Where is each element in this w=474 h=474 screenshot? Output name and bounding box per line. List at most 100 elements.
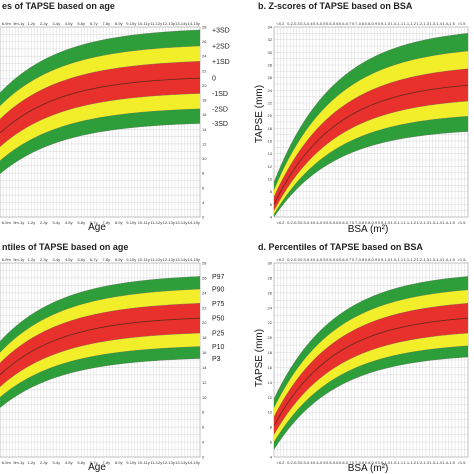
x-tick-label-top: 7-8y — [102, 21, 110, 26]
y-tick-label: 26 — [202, 39, 207, 44]
y-tick-label: 2 — [202, 455, 205, 460]
x-tick-label-bottom: 9-10y — [126, 220, 136, 225]
series-line-2 — [273, 50, 469, 190]
x-tick-label-top: 0.6-0.7 — [339, 257, 352, 262]
curve-label: -3SD — [212, 121, 228, 128]
x-tick-label-top: <0.2 — [277, 257, 286, 262]
band-outer-lower — [274, 116, 468, 217]
series-line-3 — [0, 61, 201, 120]
x-tick-label-top: 0.4-0.5 — [313, 21, 326, 26]
x-tick-label-bottom: <0.2 — [277, 220, 286, 225]
x-tick-label-top: 1.4-1.5 — [442, 257, 455, 262]
x-tick-label-top: 1.3-1.4 — [429, 21, 442, 26]
series-line-7 — [273, 131, 469, 218]
x-tick-label-bottom: 3-4y — [52, 220, 60, 225]
x-tick-label-bottom: 14-15y — [188, 220, 200, 225]
x-tick-label-top: 6-9m — [2, 21, 12, 26]
x-tick-label-bottom: 0.9-1.0 — [378, 460, 391, 465]
y-tick-label: 28 — [268, 63, 273, 68]
y-tick-label: 20 — [268, 335, 273, 340]
x-tick-label-top: 9-10y — [126, 257, 136, 262]
series-line-1 — [273, 33, 469, 183]
y-tick-label: 6 — [202, 185, 205, 190]
x-tick-label-top: 1.0-1.1 — [391, 257, 404, 262]
x-tick-label-bottom: 9-10y — [126, 460, 136, 465]
x-tick-label-bottom: 0.5-0.6 — [326, 460, 339, 465]
x-tick-label-top: 0.4-0.5 — [313, 257, 326, 262]
x-tick-label-top: 0.2-0.3 — [287, 21, 300, 26]
y-tick-label: 8 — [202, 171, 205, 176]
x-tick-label-bottom: >1.5 — [458, 220, 467, 225]
panel-c-plot: 6-9m6-9m9m-1y9m-1y1-2y1-2y2-3y2-3y3-4y3-… — [0, 257, 225, 465]
y-tick-label: 12 — [202, 141, 207, 146]
panel-d-ylabel: TAPSE (mm) — [254, 329, 265, 387]
series-line-6 — [273, 345, 469, 443]
panel-b-plot: <0.2<0.20.2-0.30.2-0.30.3-0.40.3-0.40.4-… — [268, 21, 469, 225]
x-tick-label-top: 0.8-0.9 — [365, 21, 378, 26]
series-line-7 — [0, 123, 201, 175]
x-tick-label-bottom: 0.7-0.8 — [352, 220, 365, 225]
x-tick-label-top: 2-3y — [40, 21, 48, 26]
series-line-4 — [273, 317, 469, 426]
x-tick-label-top: <0.2 — [277, 21, 286, 26]
panel-c-xlabel: Age — [88, 462, 106, 473]
x-tick-label-bottom: 1.3-1.4 — [429, 460, 442, 465]
x-tick-label-top: 11-12y — [150, 257, 162, 262]
x-tick-label-bottom: 6-7y — [90, 460, 98, 465]
band-middle-lower — [274, 333, 468, 443]
y-tick-label: 30 — [268, 261, 273, 266]
curve-label: +3SD — [212, 27, 230, 34]
x-tick-label-top: 1.4-1.5 — [442, 21, 455, 26]
x-tick-label-top: 1-2y — [27, 21, 35, 26]
x-tick-label-bottom: 0.6-0.7 — [339, 460, 352, 465]
x-tick-label-top: >1.5 — [458, 257, 467, 262]
y-tick-label: 28 — [202, 261, 207, 266]
series-line-3 — [0, 303, 201, 364]
panel-a-xlabel: Age — [88, 222, 106, 233]
x-tick-label-bottom: 12-13y — [163, 460, 175, 465]
y-tick-label: 2 — [202, 215, 205, 220]
x-tick-label-bottom: 11-12y — [150, 460, 162, 465]
x-tick-label-bottom: 10-11y — [138, 220, 150, 225]
y-tick-label: 16 — [202, 350, 207, 355]
x-tick-label-bottom: 1.3-1.4 — [429, 220, 442, 225]
x-tick-label-top: 0.3-0.4 — [300, 21, 313, 26]
series-line-3 — [273, 303, 469, 417]
x-tick-label-bottom: 1.1-1.2 — [404, 460, 417, 465]
x-tick-label-top: 12-13y — [163, 21, 175, 26]
x-tick-label-top: 13-14y — [175, 257, 187, 262]
curve-label: P10 — [212, 344, 225, 351]
x-tick-label-top: 6-7y — [90, 21, 98, 26]
x-tick-label-bottom: 0.3-0.4 — [300, 460, 313, 465]
y-tick-label: 28 — [202, 25, 207, 30]
series-line-7 — [0, 358, 201, 408]
x-tick-label-top: 0.8-0.9 — [365, 257, 378, 262]
x-tick-label-bottom: 6-9m — [2, 220, 12, 225]
x-tick-label-bottom: 9m-1y — [13, 220, 24, 225]
y-tick-label: 6 — [202, 425, 205, 430]
y-tick-label: 22 — [268, 101, 273, 106]
y-tick-label: 4 — [270, 455, 273, 460]
x-tick-label-bottom: 3-4y — [52, 460, 60, 465]
band-inner — [0, 61, 200, 147]
y-tick-label: 34 — [268, 25, 273, 30]
panel-a-title: es of TAPSE based on age — [2, 1, 115, 11]
x-tick-label-top: 14-15y — [188, 257, 200, 262]
x-tick-label-bottom: >1.5 — [458, 460, 467, 465]
x-tick-label-top: 3-4y — [52, 257, 60, 262]
x-tick-label-top: 11-12y — [150, 21, 162, 26]
x-tick-label-top: 1-2y — [27, 257, 35, 262]
x-tick-label-top: 0.5-0.6 — [326, 257, 339, 262]
x-tick-label-top: 1.1-1.2 — [404, 257, 417, 262]
curve-label: -2SD — [212, 106, 228, 113]
x-tick-label-bottom: 1.4-1.5 — [442, 460, 455, 465]
curve-label: P50 — [212, 316, 225, 323]
x-tick-label-top: 1.3-1.4 — [429, 257, 442, 262]
x-tick-label-top: 4-5y — [65, 257, 73, 262]
x-tick-label-top: 1.2-1.3 — [417, 21, 430, 26]
y-tick-label: 4 — [270, 215, 273, 220]
series-line-1 — [0, 276, 201, 342]
y-tick-label: 14 — [202, 365, 207, 370]
curve-label: P3 — [212, 356, 221, 363]
